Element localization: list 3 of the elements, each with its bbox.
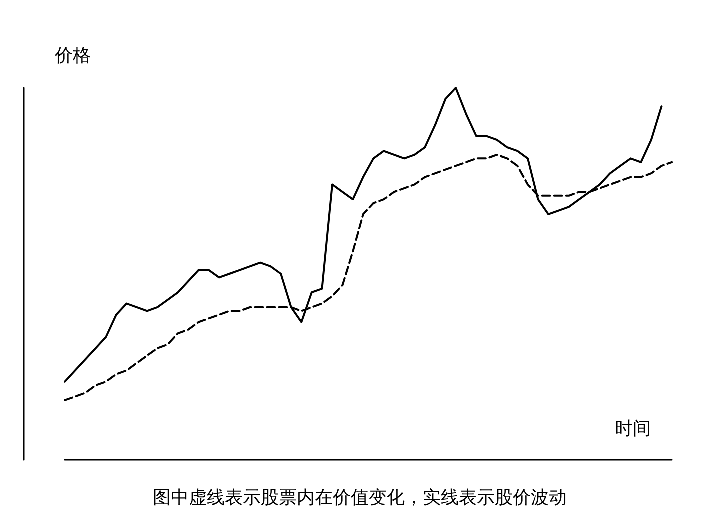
x-axis-title: 时间 [615,418,651,440]
text: 图中虚线表示股票内在价值变化，实线表示股价波动 [153,488,567,508]
y-axis-title: 价格 [54,46,91,66]
